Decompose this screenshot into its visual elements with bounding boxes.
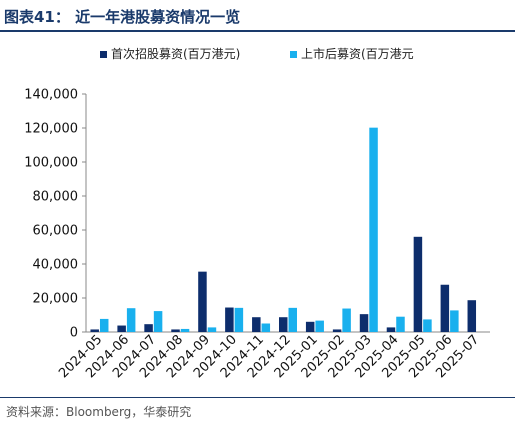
y-tick-label-3: 60,000 — [33, 224, 79, 239]
y-tick-label-0: 0 — [70, 326, 78, 341]
y-tick-label-6: 120,000 — [24, 122, 78, 137]
bar-0-2024-10 — [225, 307, 234, 332]
source-note: 资料来源：Bloomberg，华泰研究 — [6, 405, 192, 419]
bar-0-2025-04 — [386, 327, 396, 332]
y-tick-label-5: 100,000 — [24, 156, 78, 171]
figure-header: 图表41： 近一年港股募资情况一览 — [0, 0, 515, 32]
bar-1-2025-06 — [450, 310, 459, 332]
bar-0-2025-06 — [440, 284, 450, 332]
figure-title: 图表41： 近一年港股募资情况一览 — [4, 8, 241, 26]
bar-0-2024-05 — [90, 329, 99, 332]
bar-0-2025-01 — [305, 321, 315, 332]
y-tick-label-7: 140,000 — [24, 88, 78, 103]
chart-container: 首次招股募资(百万港元) 上市后募资(百万港元 0 20,000 40,000 60,00… — [0, 32, 515, 394]
bar-1-2024-11 — [261, 323, 271, 332]
bar-0-2024-06 — [117, 325, 126, 332]
bar-1-2025-03 — [369, 127, 378, 332]
legend-label-1: 上市后募资(百万港元 — [301, 46, 414, 61]
y-tick-label-1: 20,000 — [33, 292, 79, 307]
bar-1-2024-06 — [126, 308, 136, 332]
bar-1-2024-10 — [234, 307, 244, 332]
bar-0-2025-03 — [359, 314, 369, 332]
footer-divider — [0, 397, 515, 398]
bar-1-2025-02 — [342, 308, 351, 332]
bar-0-2024-11 — [252, 317, 261, 332]
bar-chart: 首次招股募资(百万港元) 上市后募资(百万港元 0 20,000 40,000 60,00… — [24, 46, 490, 381]
bar-0-2024-12 — [279, 317, 288, 332]
bar-0-2025-05 — [413, 236, 423, 332]
legend-swatch-1 — [290, 51, 297, 58]
bar-0-2025-02 — [332, 329, 342, 332]
bar-0-2024-09 — [198, 271, 207, 332]
bar-1-2025-01 — [315, 320, 324, 332]
bar-1-2025-05 — [423, 319, 432, 332]
bar-1-2024-07 — [153, 311, 163, 332]
bar-1-2024-09 — [207, 327, 217, 332]
bar-1-2024-05 — [99, 318, 109, 332]
y-tick-label-2: 40,000 — [33, 258, 79, 273]
legend-swatch-0 — [100, 51, 107, 58]
header-divider — [0, 30, 515, 32]
bar-0-2024-07 — [144, 324, 153, 332]
bar-1-2024-08 — [180, 328, 190, 332]
bar-0-2024-08 — [171, 329, 180, 332]
legend-label-0: 首次招股募资(百万港元) — [111, 47, 240, 61]
y-tick-label-4: 80,000 — [33, 190, 79, 205]
bar-0-2025-07 — [467, 300, 477, 332]
bar-1-2025-04 — [396, 316, 405, 332]
bar-1-2024-12 — [288, 307, 297, 332]
